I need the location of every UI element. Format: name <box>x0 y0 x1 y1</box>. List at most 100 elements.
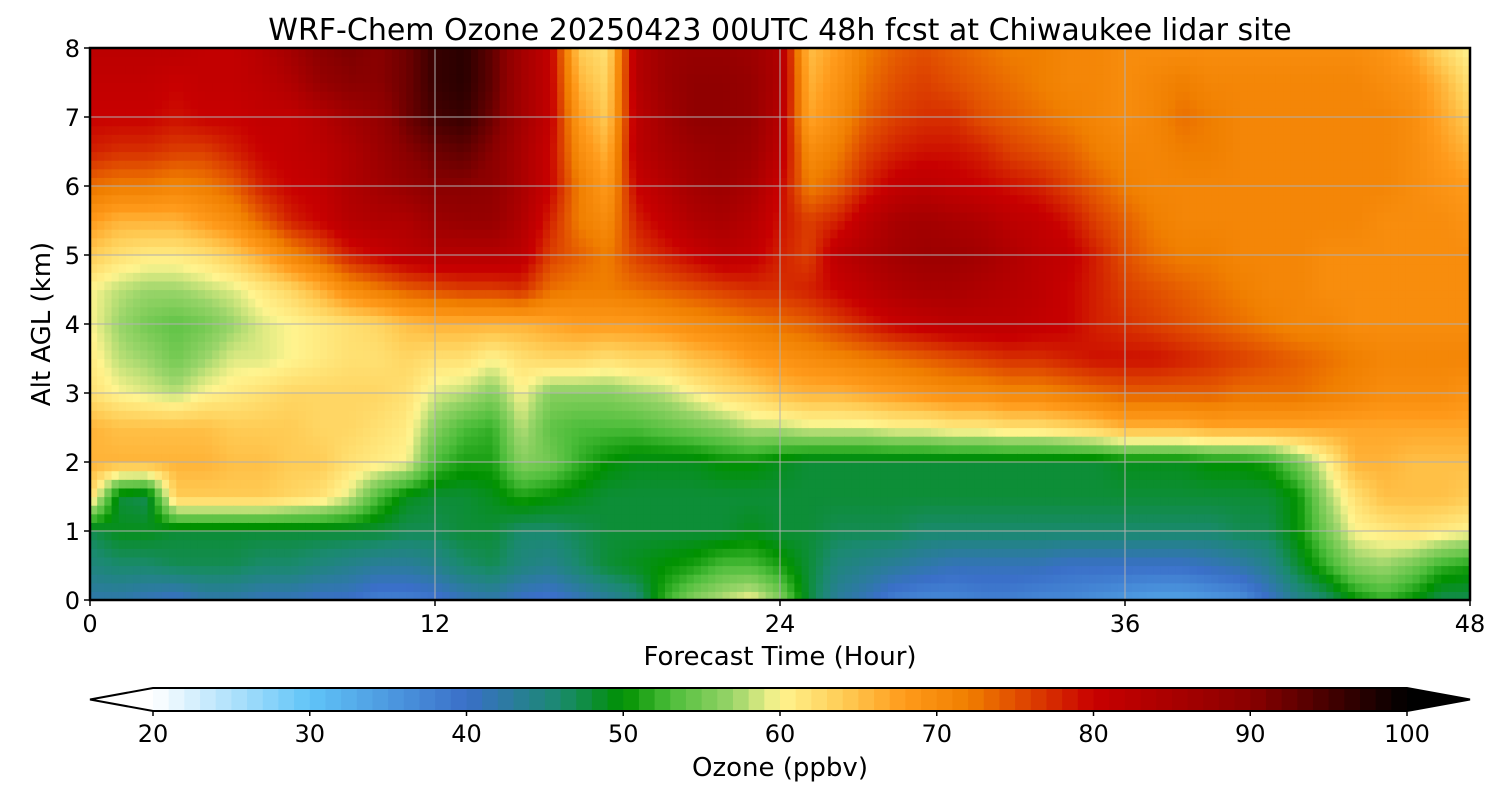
heat-cell <box>169 177 177 187</box>
heat-cell <box>607 565 616 575</box>
heat-cell <box>269 505 278 515</box>
heat-cell <box>190 194 199 204</box>
heat-cell <box>312 418 321 429</box>
heat-cell <box>463 73 472 84</box>
heat-cell <box>456 211 465 222</box>
heat-cell <box>442 117 450 127</box>
heat-cell <box>197 358 206 368</box>
heat-cell <box>521 194 530 204</box>
heat-cell <box>413 177 422 187</box>
heat-cell <box>463 125 472 135</box>
heat-cell <box>176 99 185 109</box>
heat-cell <box>435 548 443 558</box>
heat-cell <box>154 418 163 429</box>
heat-cell <box>485 48 494 58</box>
heat-cell <box>355 56 364 66</box>
heat-cell <box>262 82 271 92</box>
heat-cell <box>420 453 429 463</box>
heat-cell <box>629 436 637 446</box>
heat-cell <box>542 436 551 446</box>
heat-cell <box>643 582 652 592</box>
heat-cell <box>614 168 623 178</box>
heat-cell <box>377 220 386 230</box>
heat-cell <box>456 289 465 299</box>
heat-cell <box>147 582 156 592</box>
heat-cell <box>435 349 443 360</box>
heat-cell <box>514 349 522 360</box>
heat-cell <box>600 151 609 161</box>
heat-cell <box>449 125 458 135</box>
heat-cell <box>585 211 594 222</box>
heat-cell <box>334 280 343 291</box>
heat-cell <box>111 358 120 368</box>
heat-cell <box>377 358 386 368</box>
heat-cell <box>161 306 170 316</box>
heat-cell <box>427 177 436 187</box>
heat-cell <box>197 91 206 101</box>
heat-cell <box>528 160 537 170</box>
heat-cell <box>147 358 156 368</box>
heat-cell <box>205 556 213 567</box>
heat-cell <box>284 556 292 567</box>
heat-cell <box>636 151 645 161</box>
heat-cell <box>578 358 587 368</box>
heat-cell <box>499 341 508 351</box>
heat-cell <box>621 496 630 506</box>
heat-cell <box>578 522 587 532</box>
heat-cell <box>334 82 343 92</box>
heat-cell <box>305 582 314 592</box>
heat-cell <box>435 168 443 178</box>
heat-cell <box>435 453 443 463</box>
heat-cell <box>255 306 264 316</box>
heat-cell <box>190 444 199 454</box>
heat-cell <box>320 332 328 342</box>
heat-cell <box>571 393 580 403</box>
heat-cell <box>133 393 141 403</box>
heat-cell <box>585 384 594 394</box>
heat-cell <box>406 298 415 308</box>
heat-cell <box>521 496 530 506</box>
heat-cell <box>571 358 580 368</box>
heat-cell <box>212 444 220 454</box>
heat-cell <box>140 470 149 480</box>
heat-cell <box>435 341 443 351</box>
heat-cell <box>226 117 235 127</box>
heat-cell <box>363 582 371 592</box>
heat-cell <box>535 203 544 213</box>
heat-cell <box>600 48 609 58</box>
heat-cell <box>391 125 400 135</box>
heat-cell <box>535 315 544 325</box>
heat-cell <box>528 548 537 558</box>
heat-cell <box>607 177 616 187</box>
heat-cell <box>183 470 192 480</box>
heat-cell <box>298 142 307 153</box>
heat-cell <box>420 341 429 351</box>
heat-cell <box>506 582 515 592</box>
heat-cell <box>291 220 300 230</box>
heat-cell <box>413 427 422 437</box>
heat-cell <box>391 142 400 153</box>
heat-cell <box>298 272 307 282</box>
heat-cell <box>463 349 472 360</box>
heat-cell <box>636 324 645 334</box>
heat-cell <box>212 263 220 273</box>
heat-cell <box>470 479 479 489</box>
ozone-heatmap <box>90 48 1470 600</box>
heat-cell <box>305 470 314 480</box>
heat-cell <box>593 48 601 58</box>
heat-cell <box>320 220 328 230</box>
heat-cell <box>621 306 630 316</box>
heat-cell <box>528 125 537 135</box>
heat-cell <box>370 479 379 489</box>
heat-cell <box>485 574 494 584</box>
heat-cell <box>161 56 170 66</box>
heat-cell <box>413 349 422 360</box>
heat-cell <box>255 56 264 66</box>
heat-cell <box>298 91 307 101</box>
heat-cell <box>262 341 271 351</box>
heat-cell <box>161 522 170 532</box>
heat-cell <box>463 306 472 316</box>
heat-cell <box>212 151 220 161</box>
heat-cell <box>161 177 170 187</box>
heat-cell <box>269 194 278 204</box>
